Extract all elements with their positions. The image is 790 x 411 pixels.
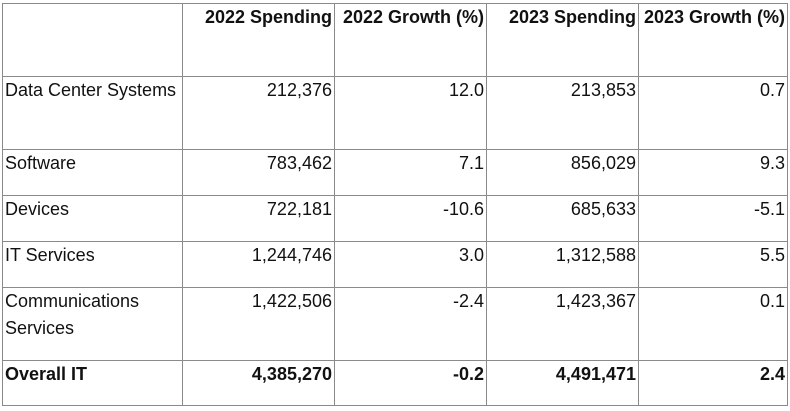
spend-2022-cell: 1,244,746	[182, 241, 335, 288]
table-row: Devices 722,181 -10.6 685,633 -5.1	[2, 195, 788, 242]
spend-2023-cell: 685,633	[486, 195, 639, 242]
spend-2023-cell: 1,423,367	[486, 287, 639, 361]
row-category: Communications Services	[2, 287, 183, 361]
header-row: 2022 Spending 2022 Growth (%) 2023 Spend…	[2, 3, 788, 77]
growth-2022-cell: -10.6	[334, 195, 487, 242]
table-row: Data Center Systems 212,376 12.0 213,853…	[2, 76, 788, 150]
growth-2023-cell: 5.5	[638, 241, 788, 288]
growth-2022-cell: 7.1	[334, 149, 487, 196]
spend-2023-cell: 856,029	[486, 149, 639, 196]
growth-2023-cell: 9.3	[638, 149, 788, 196]
spend-2022-cell: 783,462	[182, 149, 335, 196]
spend-2023-cell: 1,312,588	[486, 241, 639, 288]
total-growth-2022: -0.2	[334, 360, 487, 406]
spend-2023-cell: 213,853	[486, 76, 639, 150]
growth-2022-cell: 3.0	[334, 241, 487, 288]
header-2023-growth: 2023 Growth (%)	[638, 3, 788, 77]
growth-2022-cell: -2.4	[334, 287, 487, 361]
table-row: Communications Services 1,422,506 -2.4 1…	[2, 287, 788, 361]
row-category: IT Services	[2, 241, 183, 288]
growth-2023-cell: -5.1	[638, 195, 788, 242]
total-category: Overall IT	[2, 360, 183, 406]
header-2022-spending: 2022 Spending	[182, 3, 335, 77]
row-category: Data Center Systems	[2, 76, 183, 150]
header-category	[2, 3, 183, 77]
growth-2023-cell: 0.7	[638, 76, 788, 150]
total-row: Overall IT 4,385,270 -0.2 4,491,471 2.4	[2, 360, 788, 406]
spend-2022-cell: 1,422,506	[182, 287, 335, 361]
total-growth-2023: 2.4	[638, 360, 788, 406]
header-2022-growth: 2022 Growth (%)	[334, 3, 487, 77]
row-category: Software	[2, 149, 183, 196]
growth-2022-cell: 12.0	[334, 76, 487, 150]
table-row: Software 783,462 7.1 856,029 9.3	[2, 149, 788, 196]
spend-2022-cell: 722,181	[182, 195, 335, 242]
growth-2023-cell: 0.1	[638, 287, 788, 361]
it-spending-table: 2022 Spending 2022 Growth (%) 2023 Spend…	[2, 3, 788, 406]
spend-2022-cell: 212,376	[182, 76, 335, 150]
total-spend-2022: 4,385,270	[182, 360, 335, 406]
header-2023-spending: 2023 Spending	[486, 3, 639, 77]
row-category: Devices	[2, 195, 183, 242]
total-spend-2023: 4,491,471	[486, 360, 639, 406]
table-row: IT Services 1,244,746 3.0 1,312,588 5.5	[2, 241, 788, 288]
